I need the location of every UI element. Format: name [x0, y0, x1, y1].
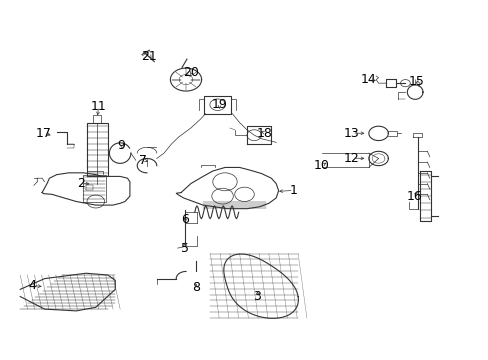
Text: 7: 7	[139, 154, 147, 167]
Text: 4: 4	[28, 279, 36, 292]
Text: 8: 8	[191, 281, 199, 294]
Text: 15: 15	[407, 75, 423, 88]
Text: 13: 13	[343, 127, 359, 140]
Text: 3: 3	[252, 290, 260, 303]
Text: 6: 6	[181, 213, 188, 226]
Text: 19: 19	[211, 98, 226, 111]
Text: 16: 16	[406, 190, 421, 203]
Text: 9: 9	[118, 139, 125, 152]
Text: 2: 2	[77, 177, 85, 190]
Text: 20: 20	[183, 66, 199, 79]
Text: 14: 14	[360, 73, 376, 86]
Text: 18: 18	[257, 127, 272, 140]
Text: 11: 11	[90, 100, 106, 113]
Text: 17: 17	[36, 127, 51, 140]
Text: 10: 10	[313, 159, 329, 172]
Text: 5: 5	[181, 242, 189, 255]
Text: 1: 1	[289, 184, 297, 197]
Text: 21: 21	[141, 50, 157, 63]
Text: 12: 12	[343, 152, 359, 165]
